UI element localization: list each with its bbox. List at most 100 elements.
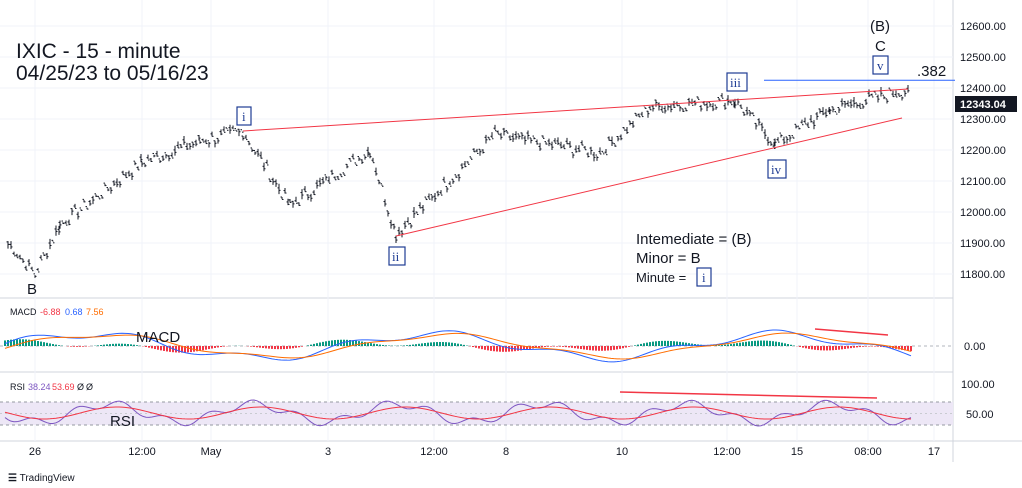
price-bar [253, 149, 257, 155]
price-bar [748, 110, 752, 117]
price-axis[interactable]: 12600.00 12500.00 12400.00 12300.00 12200.00… [960, 21, 1006, 281]
macd-zero-tick: 0.00 [964, 341, 985, 353]
price-bar [607, 136, 611, 141]
price-bar [840, 98, 844, 107]
tradingview-brand[interactable]: ☰ TradingView [8, 473, 75, 484]
price-bar [723, 102, 727, 110]
price-bar [368, 153, 372, 159]
price-bar [776, 137, 780, 143]
price-bar [173, 145, 177, 156]
lower-wedge-trendline[interactable] [395, 117, 903, 237]
price-bar [280, 196, 284, 200]
wave-label-iii: iii [726, 72, 748, 92]
price-bar [185, 142, 189, 151]
price-bar [754, 122, 758, 130]
price-bar [481, 149, 485, 154]
price-bar [499, 132, 503, 140]
price-bar [800, 119, 804, 126]
time-tick-label: 12:00 [713, 446, 741, 458]
time-tick-label: 3 [325, 446, 331, 458]
price-bar [888, 87, 892, 92]
macd-divergence-line[interactable] [814, 328, 889, 336]
wave-label-B: B [27, 281, 37, 298]
price-bar [198, 139, 202, 144]
price-bar [672, 100, 676, 109]
price-bar [809, 114, 813, 123]
price-bar [693, 100, 697, 106]
rsi-ma-line [4, 406, 912, 420]
rsi-legend-value-2: 53.69 [52, 382, 75, 392]
price-bar [288, 199, 292, 203]
price-bar [6, 241, 10, 249]
price-bar [70, 208, 74, 216]
price-bar [717, 96, 721, 101]
time-axis[interactable]: 26 12:00 May 3 12:00 8 10 12:00 15 08:00 17 [29, 446, 940, 458]
macd-legend-value-3: 7.56 [86, 307, 104, 317]
price-bar [155, 150, 159, 157]
price-bar [631, 121, 635, 128]
time-tick-label: 15 [791, 446, 803, 458]
price-bar [33, 273, 37, 278]
price-bar [442, 176, 446, 183]
price-bar [268, 178, 272, 183]
price-bar [354, 162, 358, 166]
price-bar [94, 193, 98, 198]
price-bar [57, 225, 61, 235]
price-bar [219, 129, 223, 136]
price-bar [742, 111, 746, 116]
price-bar [891, 90, 895, 98]
price-bar [487, 136, 491, 141]
price-tick-label: 12400.00 [960, 83, 1006, 95]
price-bar [532, 135, 536, 140]
price-bar [821, 107, 825, 116]
price-bar [85, 206, 89, 210]
price-bar [529, 137, 533, 144]
price-bar [9, 241, 13, 250]
price-bar [782, 136, 786, 145]
price-bar [757, 118, 761, 126]
price-bar [194, 139, 198, 147]
price-bar [669, 104, 673, 113]
price-bar [760, 122, 764, 132]
price-bar [843, 100, 847, 108]
wave-label-i: i [236, 106, 252, 126]
price-bar [897, 93, 901, 97]
price-bar [562, 144, 566, 150]
price-bar [294, 196, 298, 204]
price-bar [327, 176, 331, 184]
price-bar [424, 196, 428, 201]
price-bar [469, 156, 473, 160]
price-bar [79, 207, 83, 211]
price-bar [374, 167, 378, 176]
price-bar [855, 102, 859, 109]
price-bar [595, 154, 599, 161]
price-tick-label: 12600.00 [960, 21, 1006, 33]
price-bar [12, 251, 16, 257]
price-bar [259, 151, 263, 159]
price-bar [118, 181, 122, 188]
upper-wedge-trendline[interactable] [242, 88, 909, 132]
price-bar [380, 183, 384, 187]
price-bar [54, 225, 58, 236]
price-bar [806, 122, 810, 128]
price-bar [463, 161, 467, 168]
rsi-divergence-line[interactable] [619, 391, 878, 399]
price-bar [82, 198, 86, 203]
price-bar [864, 98, 868, 105]
price-bar [286, 198, 290, 206]
price-bar [681, 108, 685, 113]
price-bar [265, 159, 269, 166]
price-bar [745, 106, 749, 116]
price-bar [136, 166, 140, 171]
price-bar [256, 148, 260, 157]
price-bar [484, 134, 488, 144]
price-bar [39, 255, 43, 261]
price-bar [559, 141, 563, 149]
rsi-panel [0, 399, 953, 427]
price-bar [445, 186, 449, 193]
price-bar [696, 96, 700, 100]
price-bar [684, 107, 688, 112]
price-bar [858, 102, 862, 109]
price-bar [580, 140, 584, 146]
